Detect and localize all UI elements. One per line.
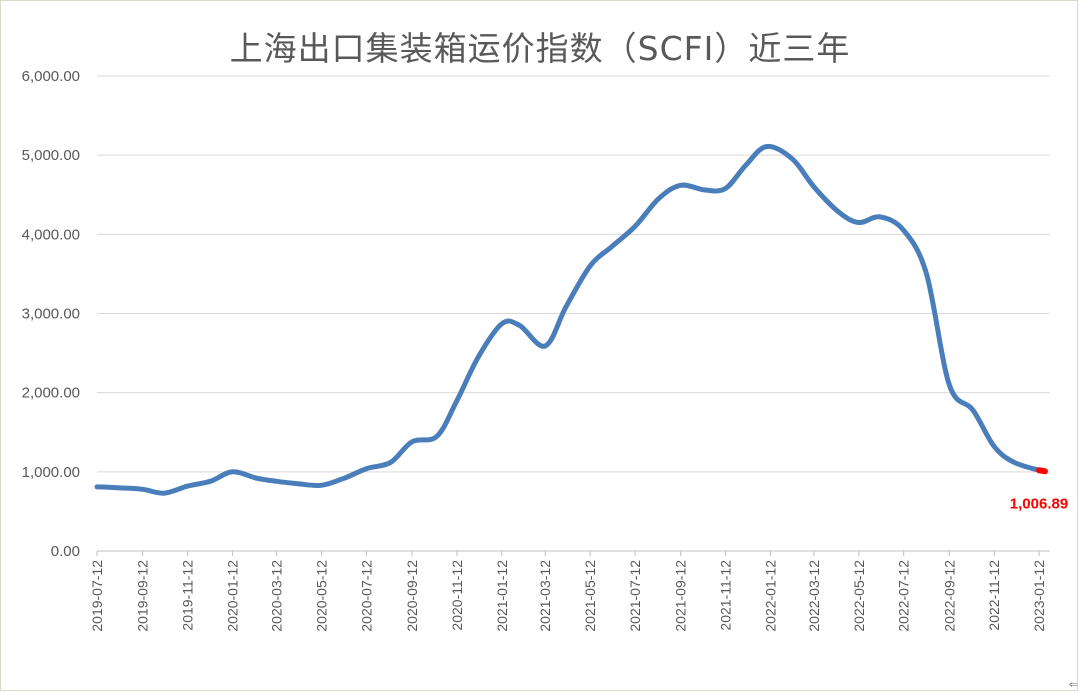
- x-tick-label: 2022-07-12: [896, 560, 912, 632]
- x-tick-label: 2021-01-12: [494, 560, 510, 632]
- latest-segment: [1036, 467, 1048, 475]
- x-tick-label: 2022-09-12: [941, 560, 957, 632]
- chart-title: 上海出口集装箱运价指数（SCFI）近三年: [229, 29, 851, 68]
- last-value-label: 1,006.89: [1010, 495, 1068, 512]
- x-tick-label: 2020-09-12: [404, 560, 420, 632]
- x-tick-label: 2023-01-12: [1031, 560, 1047, 632]
- y-axis-tick-labels: 0.00 1,000.00 2,000.00 3,000.00 4,000.00 5,00…: [22, 68, 80, 560]
- x-tick-label: 2021-09-12: [673, 560, 689, 632]
- x-tick-label: 2021-07-12: [627, 560, 643, 632]
- series-line: [94, 143, 1042, 496]
- x-tick-label: 2020-05-12: [313, 560, 329, 632]
- x-tick-label: 2022-11-12: [986, 560, 1002, 631]
- resize-arrow-icon: ⇐: [1068, 678, 1078, 691]
- x-axis: [96, 550, 1050, 556]
- x-tick-label: 2020-01-12: [224, 560, 240, 632]
- x-tick-label: 2020-03-12: [269, 560, 285, 632]
- x-tick-label: 2021-03-12: [537, 560, 553, 632]
- x-tick-label: 2020-11-12: [449, 560, 465, 631]
- x-tick-label: 2021-11-12: [718, 560, 734, 631]
- series-group: [94, 143, 1048, 496]
- x-tick-label: 2019-09-12: [135, 560, 151, 632]
- x-axis-tick-labels: 2019-07-12 2019-09-12 2019-11-12 2020-01-12…: [89, 560, 1047, 632]
- x-tick-label: 2019-07-12: [89, 560, 105, 632]
- y-tick-label: 5,000.00: [22, 147, 80, 164]
- x-tick-label: 2022-01-12: [762, 560, 778, 632]
- y-tick-label: 4,000.00: [22, 226, 80, 243]
- y-tick-label: 3,000.00: [22, 306, 80, 323]
- y-tick-label: 2,000.00: [22, 385, 80, 402]
- x-tick-label: 2022-05-12: [851, 560, 867, 632]
- y-tick-label: 1,000.00: [22, 464, 80, 481]
- y-tick-label: 0.00: [51, 543, 80, 560]
- x-tick-label: 2019-11-12: [180, 560, 196, 631]
- annotations: 1,006.89: [1010, 495, 1068, 512]
- x-tick-label: 2021-05-12: [582, 560, 598, 632]
- gridlines: [97, 75, 1050, 473]
- y-tick-label: 6,000.00: [22, 68, 80, 85]
- x-tick-label: 2020-07-12: [358, 560, 374, 632]
- x-tick-label: 2022-03-12: [806, 560, 822, 632]
